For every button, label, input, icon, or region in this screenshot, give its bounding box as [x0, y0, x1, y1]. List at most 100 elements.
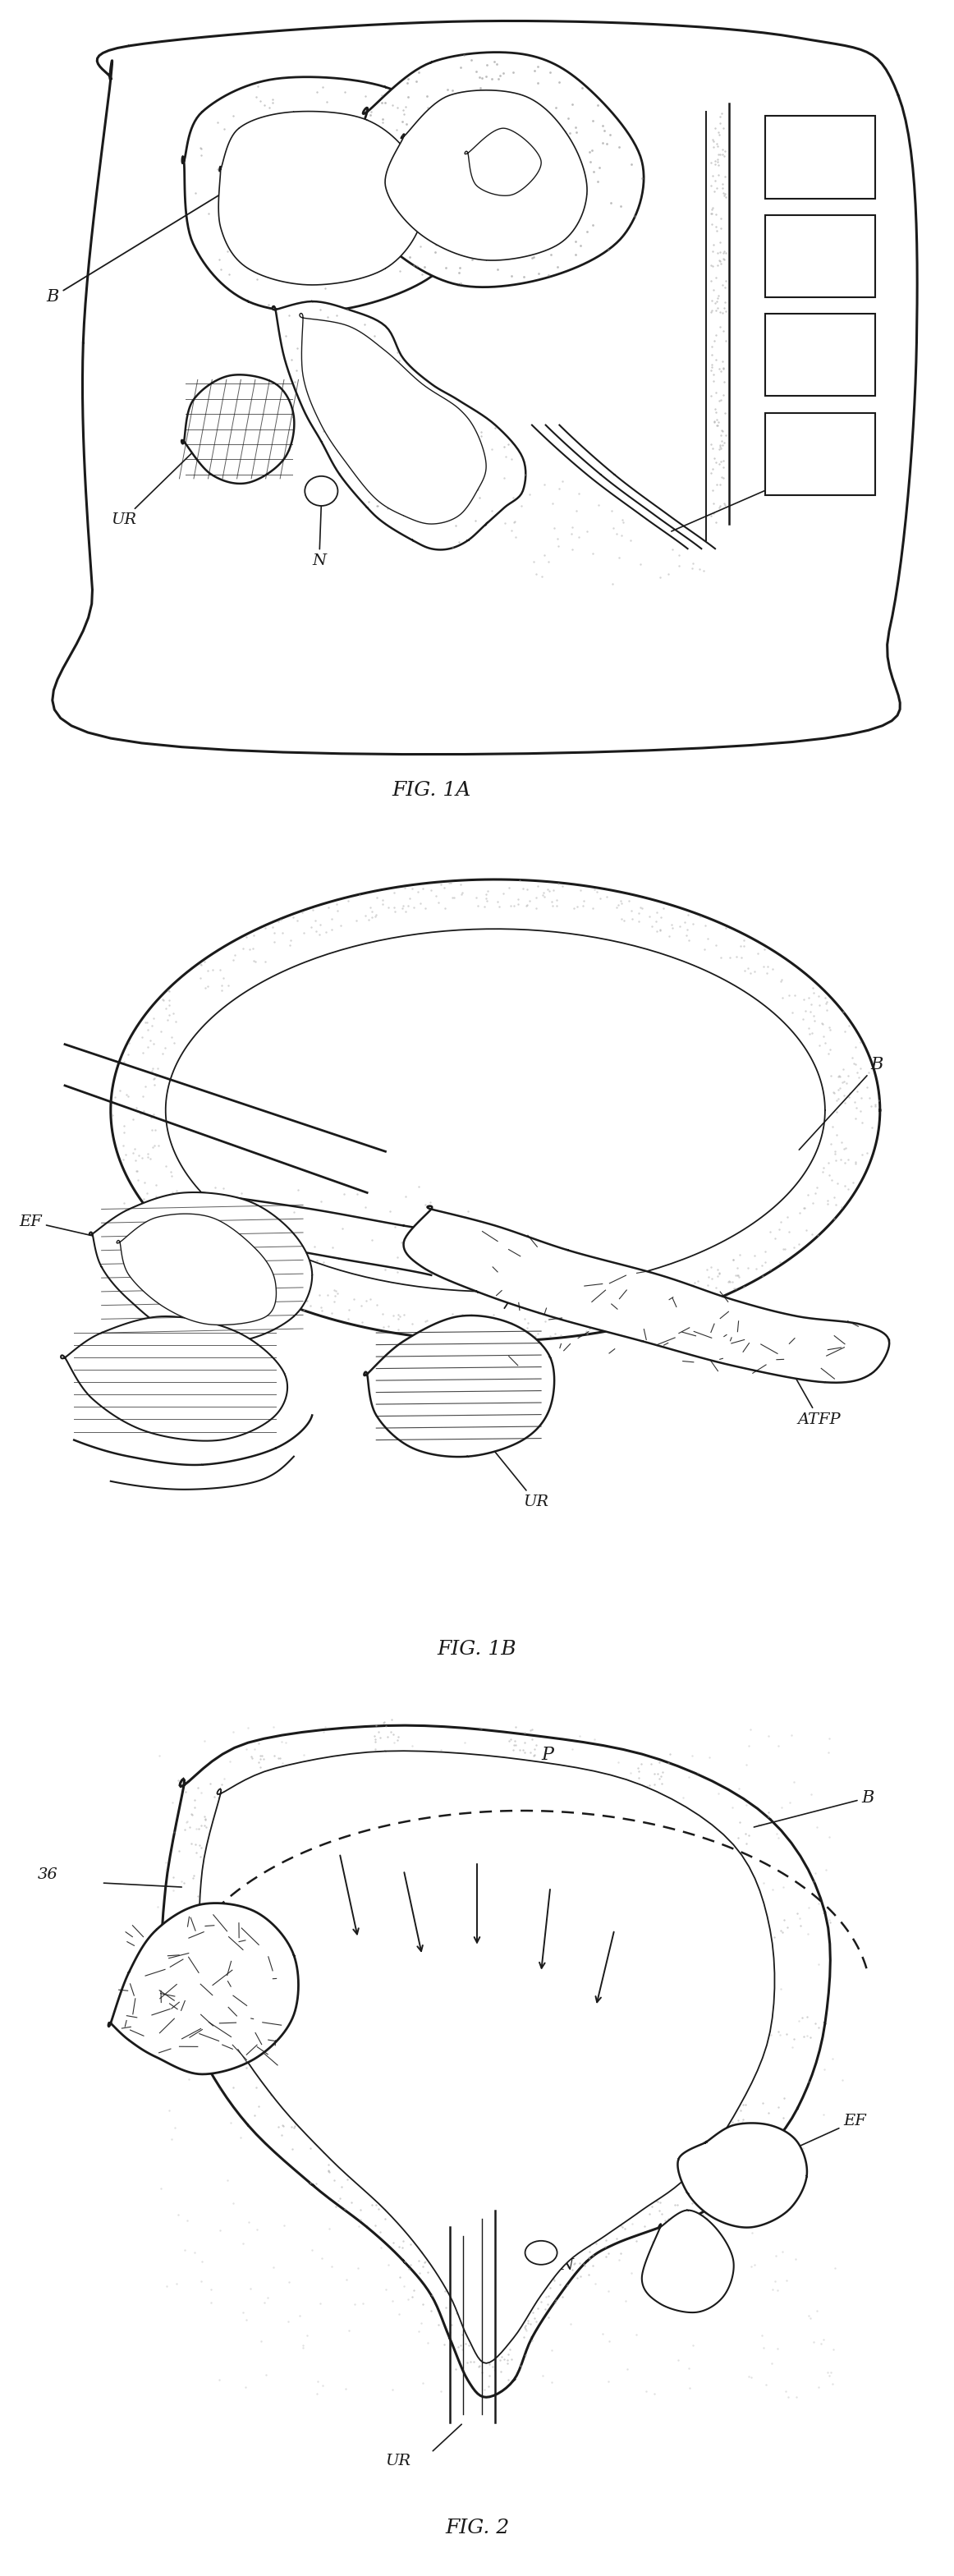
Point [226, 1981, 241, 2022]
Point [452, 2324, 467, 2365]
Point [242, 930, 258, 971]
Point [400, 62, 415, 103]
Point [793, 1906, 808, 1947]
Point [440, 2182, 455, 2223]
Point [404, 2136, 420, 2177]
Point [541, 255, 556, 296]
Point [197, 446, 212, 487]
Point [351, 1996, 366, 2038]
Point [765, 1870, 780, 1911]
Point [742, 2164, 757, 2205]
Point [581, 1278, 596, 1319]
Point [529, 554, 544, 595]
Point [711, 155, 726, 196]
Point [552, 1314, 568, 1355]
Point [205, 1839, 220, 1880]
Point [647, 1278, 662, 1319]
Point [257, 1986, 272, 2027]
Point [725, 1340, 740, 1381]
Point [572, 871, 588, 912]
Point [527, 1741, 542, 1783]
Point [709, 925, 724, 966]
Point [732, 1909, 747, 1950]
Point [239, 1801, 255, 1842]
Point [451, 2326, 467, 2367]
Point [187, 1221, 202, 1262]
Point [356, 343, 371, 384]
Point [253, 1734, 268, 1775]
Point [255, 1754, 270, 1795]
Point [800, 1914, 816, 1955]
Point [421, 1309, 436, 1350]
Polygon shape [364, 1316, 554, 1458]
Point [738, 1785, 754, 1826]
Point [594, 2313, 610, 2354]
Point [754, 1803, 769, 1844]
Point [184, 1200, 199, 1242]
Point [452, 137, 467, 178]
Point [641, 1311, 656, 1352]
Point [262, 88, 278, 129]
Point [685, 1265, 700, 1306]
Point [368, 894, 384, 935]
Point [495, 52, 510, 93]
Point [674, 2151, 689, 2192]
Point [363, 2032, 378, 2074]
Polygon shape [109, 1904, 299, 2074]
Point [601, 1285, 616, 1327]
Point [215, 435, 230, 477]
Point [249, 75, 264, 116]
Point [830, 1069, 845, 1110]
Point [367, 2205, 383, 2246]
Point [816, 1015, 831, 1056]
Point [410, 52, 425, 93]
Point [155, 1033, 170, 1074]
Point [481, 2365, 496, 2406]
Point [482, 2344, 497, 2385]
Point [848, 1144, 863, 1185]
Point [736, 2099, 751, 2141]
Point [424, 2290, 439, 2331]
Point [568, 175, 583, 216]
Point [533, 2282, 549, 2324]
Point [366, 314, 382, 355]
Point [853, 1090, 868, 1131]
Point [652, 1306, 667, 1347]
Point [203, 1762, 218, 1803]
Polygon shape [273, 301, 526, 549]
Point [757, 1242, 773, 1283]
Point [400, 479, 415, 520]
Point [240, 1708, 256, 1749]
Point [316, 2130, 331, 2172]
Point [441, 111, 456, 152]
Point [708, 374, 723, 415]
Point [574, 1303, 590, 1345]
Point [571, 515, 587, 556]
Point [395, 2221, 410, 2262]
Point [403, 2244, 418, 2285]
Point [537, 2287, 552, 2329]
Point [416, 868, 431, 909]
Point [138, 1002, 154, 1043]
Point [334, 2166, 349, 2208]
Point [363, 1278, 378, 1319]
Point [129, 1151, 144, 1193]
Point [833, 1056, 848, 1097]
Point [771, 1334, 786, 1376]
Point [773, 1968, 788, 2009]
Point [417, 2009, 432, 2050]
Point [513, 2295, 529, 2336]
Point [326, 1280, 342, 1321]
Point [484, 59, 499, 100]
Point [679, 2290, 695, 2331]
Point [812, 984, 827, 1025]
Point [827, 1131, 842, 1172]
Point [552, 2264, 568, 2306]
Text: UR: UR [385, 2455, 411, 2468]
Point [368, 1705, 384, 1747]
Point [371, 2187, 386, 2228]
Point [711, 276, 726, 317]
Point [568, 1280, 583, 1321]
Point [454, 2313, 469, 2354]
Point [763, 1249, 778, 1291]
